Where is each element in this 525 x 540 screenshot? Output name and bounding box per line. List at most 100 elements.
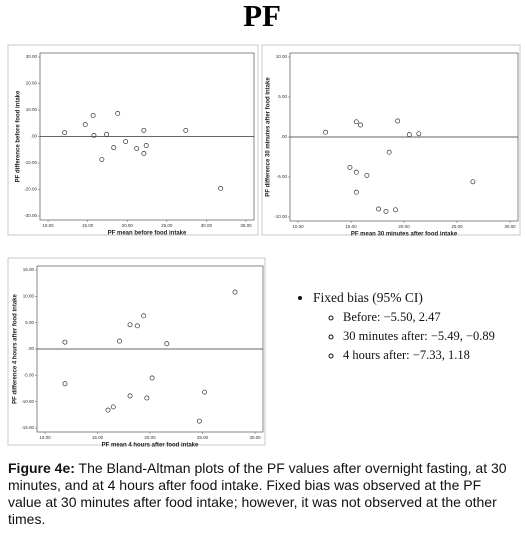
point bbox=[353, 119, 359, 125]
point bbox=[358, 122, 363, 128]
point bbox=[364, 172, 370, 178]
x-tick-label: 15.00 bbox=[345, 224, 357, 229]
point bbox=[62, 381, 68, 387]
point bbox=[196, 418, 202, 424]
y-axis-label: PF difference 4 hours after food intake bbox=[13, 293, 19, 403]
y-tick-label: 5.00 bbox=[25, 320, 34, 325]
caption-label: Figure 4e: bbox=[8, 460, 75, 476]
y-tick-label: -10.00 bbox=[274, 214, 287, 219]
x-tick-label: 30.00 bbox=[249, 435, 261, 440]
bias-item: 4 hours after: −7.33, 1.18 bbox=[343, 348, 495, 363]
x-tick-label: 10.00 bbox=[42, 223, 54, 228]
point bbox=[62, 130, 68, 135]
x-tick-label: 35.00 bbox=[240, 223, 252, 228]
x-tick-label: 30.00 bbox=[504, 224, 516, 229]
scatter-chart: 10.00 15.00 20.00 25.00 30.00 10.00 5.00 .00 -5.… bbox=[261, 44, 521, 238]
point bbox=[141, 127, 147, 133]
x-tick-label: 10.00 bbox=[39, 435, 51, 440]
point bbox=[347, 164, 353, 170]
point bbox=[115, 110, 121, 116]
y-tick-label: -30.00 bbox=[24, 213, 37, 218]
point bbox=[134, 323, 140, 329]
figure-title: PF bbox=[243, 0, 281, 33]
x-tick-label: 30.00 bbox=[201, 223, 213, 228]
point bbox=[110, 404, 116, 410]
point bbox=[104, 131, 110, 137]
y-tick-label: -15.00 bbox=[21, 425, 34, 430]
point bbox=[395, 118, 401, 124]
point bbox=[141, 151, 147, 156]
point bbox=[183, 127, 189, 133]
y-tick-label: 30.00 bbox=[26, 54, 38, 59]
x-tick-label: 25.00 bbox=[451, 224, 463, 229]
x-axis-label: PF mean 30 minutes after food intake bbox=[351, 232, 458, 238]
chart-frame bbox=[7, 257, 266, 446]
point bbox=[123, 139, 129, 144]
bias-list: Fixed bias (95% CI) Before: −5.50, 2.47 … bbox=[295, 290, 495, 367]
y-tick-label: 20.00 bbox=[26, 81, 38, 86]
x-axis-label: PF mean before food intake bbox=[108, 231, 187, 237]
plots: PF 10.00 15.00 20.00 25.00 30.00 35.00 30.00 20… bbox=[7, 0, 521, 449]
point bbox=[105, 407, 111, 413]
y-tick-label: -5.00 bbox=[24, 373, 35, 378]
x-tick-label: 20.00 bbox=[398, 224, 410, 229]
x-tick-label: 15.00 bbox=[82, 223, 94, 228]
point bbox=[144, 395, 150, 401]
point bbox=[62, 339, 68, 345]
point bbox=[134, 145, 140, 151]
x-axis-label: PF mean 4 hours after food intake bbox=[102, 443, 199, 449]
point bbox=[376, 206, 382, 212]
point bbox=[143, 143, 149, 148]
point bbox=[82, 122, 88, 128]
y-axis-label: PF difference 30 minutes after food inta… bbox=[266, 77, 272, 197]
point bbox=[149, 375, 155, 381]
y-tick-label: 10.00 bbox=[276, 54, 288, 59]
chart-frame bbox=[7, 44, 259, 236]
point bbox=[127, 393, 133, 399]
point bbox=[202, 389, 208, 395]
point bbox=[91, 132, 97, 138]
y-tick-label: -5.00 bbox=[277, 174, 288, 179]
point bbox=[353, 189, 359, 195]
chart-frame bbox=[261, 44, 521, 236]
point bbox=[386, 149, 392, 155]
x-tick-label: 25.00 bbox=[161, 223, 173, 228]
point bbox=[117, 338, 123, 344]
point bbox=[164, 341, 170, 347]
x-tick-label: 10.00 bbox=[292, 224, 304, 229]
y-tick-label: .00 bbox=[31, 134, 38, 139]
point bbox=[470, 179, 476, 185]
point bbox=[141, 313, 147, 319]
y-tick-label: -20.00 bbox=[24, 187, 37, 192]
x-tick-label: 20.00 bbox=[122, 223, 134, 228]
y-tick-label: .00 bbox=[28, 346, 35, 351]
bias-heading-text: Fixed bias (95% CI) bbox=[313, 290, 423, 305]
point bbox=[90, 113, 96, 119]
x-tick-label: 15.00 bbox=[92, 435, 104, 440]
y-axis-label: PF difference before food intake bbox=[16, 90, 22, 182]
point bbox=[99, 157, 105, 163]
point bbox=[416, 131, 422, 137]
point bbox=[218, 185, 224, 191]
y-tick-label: 15.00 bbox=[23, 267, 35, 272]
point bbox=[127, 322, 133, 328]
caption-text: The Bland-Altman plots of the PF values … bbox=[8, 460, 507, 527]
x-tick-label: 25.00 bbox=[197, 435, 209, 440]
bias-item: Before: −5.50, 2.47 bbox=[343, 310, 495, 325]
x-tick-label: 20.00 bbox=[144, 435, 156, 440]
y-tick-label: -10.00 bbox=[24, 160, 37, 165]
y-tick-label: .00 bbox=[281, 134, 288, 139]
scatter-chart: 10.00 15.00 20.00 25.00 30.00 35.00 30.00 20.00… bbox=[7, 44, 259, 237]
point bbox=[393, 207, 398, 213]
bias-heading: Fixed bias (95% CI) Before: −5.50, 2.47 … bbox=[313, 290, 495, 363]
y-tick-label: -10.00 bbox=[21, 399, 34, 404]
point bbox=[111, 145, 117, 151]
y-tick-label: 10.00 bbox=[26, 107, 38, 112]
scatter-chart: 10.00 15.00 20.00 25.00 30.00 15.00 10.00 5.00.… bbox=[7, 257, 266, 449]
caption: Figure 4e: The Bland-Altman plots of the… bbox=[8, 460, 518, 528]
point bbox=[406, 132, 412, 138]
point bbox=[323, 129, 329, 135]
y-tick-label: 5.00 bbox=[278, 94, 287, 99]
point bbox=[353, 169, 359, 175]
